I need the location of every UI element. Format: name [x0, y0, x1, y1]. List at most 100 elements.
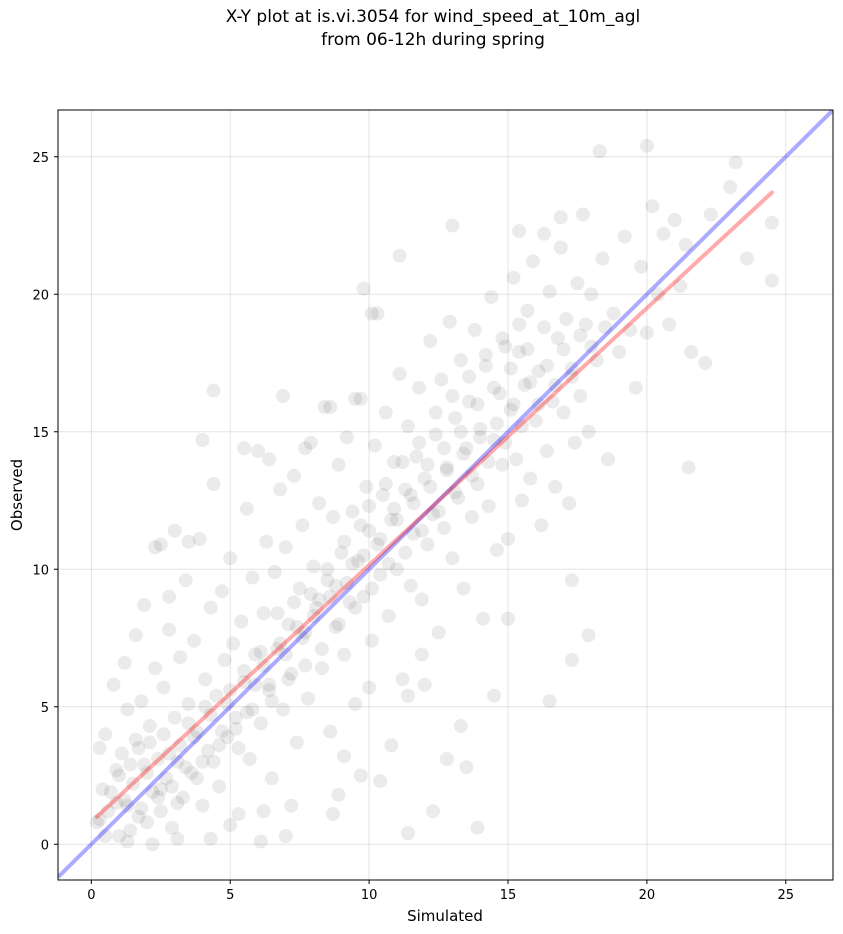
data-point: [359, 479, 374, 494]
data-point: [589, 353, 604, 368]
data-point: [667, 213, 682, 227]
data-point: [512, 224, 527, 238]
data-point: [459, 441, 474, 456]
data-point: [487, 380, 502, 395]
data-point: [345, 556, 360, 571]
data-point: [234, 614, 249, 629]
data-points: [89, 138, 779, 852]
data-point: [370, 306, 385, 321]
data-point: [289, 620, 304, 634]
data-point: [223, 551, 238, 566]
data-point: [89, 815, 104, 830]
data-point: [306, 609, 321, 623]
data-point: [456, 581, 471, 596]
data-point: [281, 617, 296, 632]
data-point: [164, 820, 179, 835]
data-point: [548, 479, 563, 494]
data-point: [334, 545, 349, 560]
data-point: [131, 809, 146, 824]
data-point: [531, 397, 546, 412]
data-point: [723, 180, 738, 194]
data-point: [328, 578, 343, 593]
data-point: [370, 537, 385, 552]
data-point: [562, 496, 577, 511]
data-point: [284, 666, 299, 681]
data-point: [531, 364, 546, 379]
data-point: [173, 650, 188, 665]
data-point: [559, 312, 574, 326]
data-point: [451, 490, 465, 505]
data-point: [437, 521, 452, 535]
data-point: [662, 317, 677, 332]
data-point: [376, 488, 390, 502]
data-point: [428, 427, 443, 442]
data-point: [120, 798, 135, 813]
data-point: [267, 565, 282, 579]
trend-lines: [58, 110, 833, 879]
data-point: [364, 633, 379, 648]
data-point: [373, 567, 388, 582]
data-point: [567, 435, 582, 450]
data-point: [348, 697, 363, 711]
data-point: [239, 705, 254, 720]
data-point: [167, 523, 182, 538]
data-point: [214, 584, 229, 599]
data-point: [120, 834, 135, 849]
data-point: [398, 482, 413, 497]
data-point: [181, 697, 196, 711]
data-point: [151, 752, 165, 766]
data-point: [134, 801, 149, 816]
data-point: [223, 818, 238, 832]
data-point: [537, 320, 552, 335]
data-point: [581, 424, 596, 439]
one-to-one-line: [58, 110, 833, 879]
data-point: [381, 609, 396, 623]
data-point: [656, 226, 671, 241]
data-point: [128, 628, 143, 643]
data-point: [453, 353, 468, 368]
data-point: [617, 229, 632, 244]
data-point: [117, 793, 132, 808]
data-point: [92, 741, 107, 755]
data-point: [578, 317, 593, 332]
data-point: [426, 804, 440, 819]
data-point: [556, 342, 571, 357]
data-point: [420, 457, 435, 472]
data-point: [326, 807, 340, 821]
data-point: [392, 248, 407, 263]
data-point: [181, 534, 196, 549]
data-point: [170, 754, 185, 769]
data-point: [356, 548, 371, 563]
data-point: [337, 647, 352, 662]
data-point: [373, 532, 388, 546]
data-point: [553, 240, 568, 255]
x-tick-label: 25: [778, 888, 795, 903]
data-point: [581, 628, 596, 643]
data-point: [387, 501, 402, 516]
data-point: [489, 543, 504, 557]
data-point: [409, 449, 424, 464]
data-point: [534, 518, 549, 533]
data-point: [434, 372, 449, 387]
data-point: [303, 587, 318, 601]
data-point: [270, 606, 285, 621]
data-point: [92, 812, 107, 827]
data-point: [445, 551, 460, 566]
data-point: [395, 672, 410, 687]
data-point: [528, 413, 543, 428]
data-point: [523, 471, 538, 486]
data-point: [353, 768, 368, 783]
data-point: [198, 672, 213, 687]
data-point: [553, 210, 568, 225]
data-point: [184, 765, 199, 780]
chart-title: X-Y plot at is.vi.3054 for wind_speed_at…: [0, 6, 843, 52]
data-point: [253, 834, 268, 849]
y-axis-ticks: 0 5 10 15 20 25: [32, 151, 58, 853]
data-point: [217, 653, 232, 667]
data-point: [164, 779, 179, 794]
data-point: [351, 554, 365, 568]
data-point: [176, 790, 190, 805]
data-point: [320, 562, 335, 577]
data-point: [464, 468, 479, 483]
data-point: [548, 378, 563, 392]
